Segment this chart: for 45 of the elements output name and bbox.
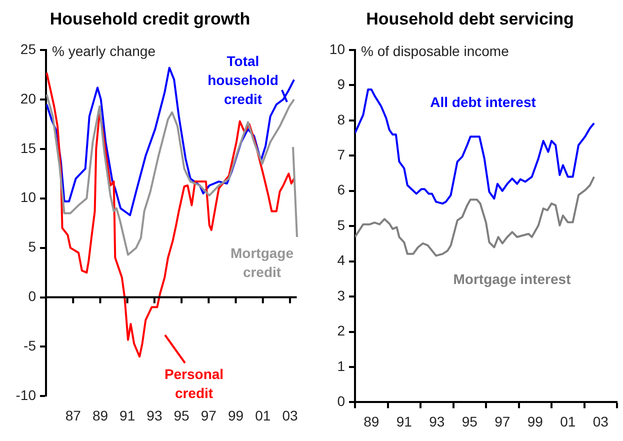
x-tick-label: 89 [92,407,108,424]
y-tick-label: 10 [329,40,346,57]
y-tick-label: 5 [28,238,36,255]
y-tick-label: 20 [20,90,36,106]
x-tick-label: 01 [560,413,576,430]
x-tick-label: 93 [146,407,162,424]
y-tick-label: 0 [28,288,36,304]
text: Mortgage credit [230,244,294,280]
x-tick-label: 99 [527,413,544,430]
text: All debt interest [430,94,536,110]
x-tick-label: 03 [592,413,609,430]
x-tick-label: 03 [282,407,298,424]
y-tick-label: 1 [337,358,346,374]
y-tick-label: 25 [20,40,36,57]
y-tick-label: -10 [16,387,36,404]
x-tick-label: 95 [462,413,478,430]
y-tick-label: 9 [337,76,346,92]
x-tick-label: 89 [364,413,380,430]
y-tick-label: 4 [337,252,346,268]
y-tick-label: 8 [337,111,346,128]
chart-title: Household debt servicing [366,10,574,29]
y-axis-title: % of disposable income [361,42,510,59]
chart-title: Household credit growth [50,10,250,29]
y-tick-label: 7 [337,146,346,163]
x-tick-label: 91 [396,413,412,430]
y-tick-label: 0 [337,393,346,410]
y-tick-label: 5 [337,216,346,233]
y-tick-label: 3 [337,287,346,304]
y-tick-label: 10 [20,189,36,206]
x-tick-label: 95 [174,407,190,424]
y-tick-label: 15 [20,140,36,156]
x-tick-label: 99 [228,407,244,424]
x-tick-label: 97 [494,413,510,430]
legend-label: Personal credit [164,366,224,401]
y-tick-label: 6 [337,182,346,198]
y-tick-label: -5 [24,338,36,354]
series-label: Mortgage interest [453,270,572,287]
x-tick-label: 97 [200,407,217,424]
y-axis-title: % yearly change [52,42,156,59]
x-tick-label: 91 [120,407,136,424]
x-tick-label: 01 [255,407,271,424]
series-label: Total household credit [208,52,278,107]
x-tick-label: 87 [65,407,82,424]
y-tick-label: 2 [337,322,346,339]
x-tick-label: 93 [429,413,445,430]
